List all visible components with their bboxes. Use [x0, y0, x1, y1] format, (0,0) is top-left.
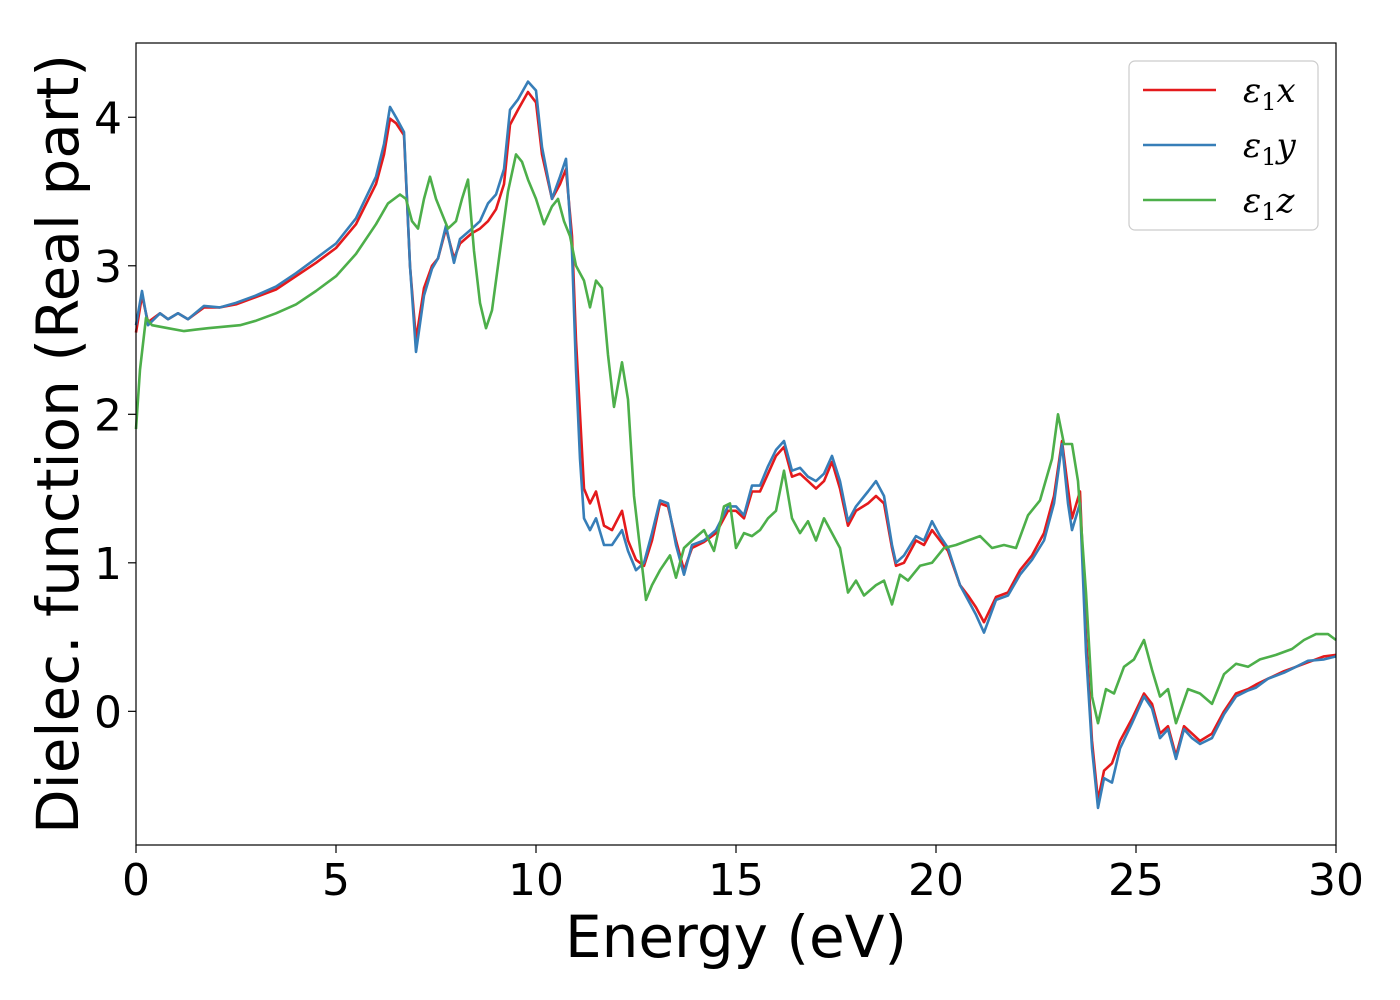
legend-label-x: ε1x — [1243, 71, 1296, 116]
y-axis: 0 1 2 3 4 — [94, 93, 136, 738]
y-tick-label: 3 — [94, 242, 122, 293]
y-axis-title: Dielec. function (Real part) — [24, 54, 92, 834]
y-tick-label: 0 — [94, 687, 122, 738]
legend-label-y: ε1y — [1243, 126, 1297, 171]
x-tick-label: 20 — [908, 855, 964, 906]
y-tick-label: 1 — [94, 539, 122, 590]
legend: ε1x ε1y ε1z — [1128, 60, 1319, 231]
x-tick-label: 10 — [508, 855, 564, 906]
legend-label-z: ε1z — [1243, 181, 1296, 226]
y-tick-label: 2 — [94, 390, 122, 441]
legend-box — [1128, 60, 1319, 231]
y-tick-label: 4 — [94, 93, 122, 144]
x-tick-label: 25 — [1108, 855, 1164, 906]
x-tick-label: 5 — [322, 855, 350, 906]
series-line-y — [134, 80, 1337, 810]
series-line-z — [134, 153, 1337, 725]
x-tick-label: 15 — [708, 855, 764, 906]
series-layer — [134, 80, 1337, 810]
x-axis-title: Energy (eV) — [565, 903, 907, 971]
x-axis: 0 5 10 15 20 25 30 — [122, 845, 1364, 906]
x-tick-label: 0 — [122, 855, 150, 906]
x-tick-label: 30 — [1308, 855, 1364, 906]
